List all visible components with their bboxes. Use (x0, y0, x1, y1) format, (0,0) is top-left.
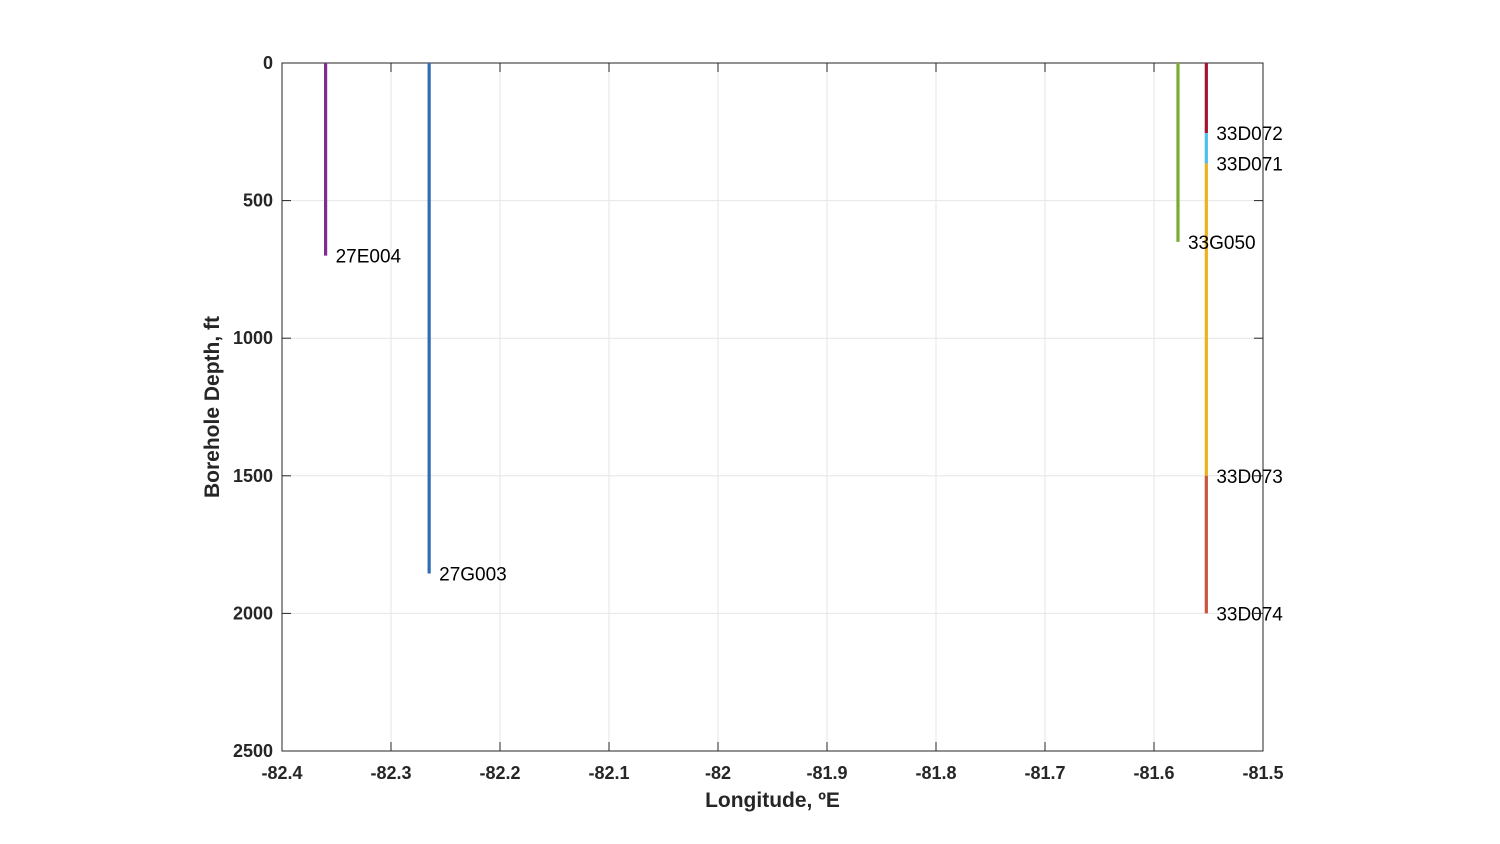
label-27g003: 27G003 (439, 564, 507, 585)
x-tick-label: -82.4 (261, 763, 302, 783)
x-tick-label: -81.9 (806, 763, 847, 783)
label-33d072: 33D072 (1216, 124, 1283, 145)
x-tick-label: -82.1 (588, 763, 629, 783)
x-tick-label: -81.8 (915, 763, 956, 783)
series-labels: 27E004 27G003 33G050 33D072 33D071 33D073 33D0… (336, 124, 1284, 625)
x-tick-label: -81.7 (1024, 763, 1065, 783)
x-tick-label: -81.5 (1242, 763, 1283, 783)
y-tick-label: 1500 (233, 466, 273, 486)
label-27e004: 27E004 (336, 247, 402, 268)
x-tick-label: -82 (705, 763, 731, 783)
label-33d071: 33D071 (1216, 154, 1283, 175)
series-layer (324, 63, 1208, 614)
x-tick-label: -82.3 (370, 763, 411, 783)
label-33d074: 33D074 (1216, 604, 1283, 625)
x-axis-ticks: -82.4 -82.3 -82.2 -82.1 -82 -81.9 -81.8 -81.7 -8… (261, 63, 1284, 783)
label-33g050: 33G050 (1188, 233, 1256, 254)
y-tick-label: 2000 (233, 603, 273, 623)
y-axis-title: Borehole Depth, ft (201, 316, 224, 498)
x-tick-label: -82.2 (479, 763, 520, 783)
y-tick-label: 2500 (233, 741, 273, 761)
plot-area-frame (281, 62, 1264, 752)
y-tick-label: 0 (263, 53, 273, 73)
y-tick-label: 1000 (233, 328, 273, 348)
x-axis-title: Longitude, ºE (705, 789, 840, 812)
label-33d073: 33D073 (1216, 467, 1283, 488)
y-tick-label: 500 (243, 191, 273, 211)
y-axis-ticks: 0 500 1000 1500 2000 2500 (233, 53, 1263, 761)
x-tick-label: -81.6 (1133, 763, 1174, 783)
